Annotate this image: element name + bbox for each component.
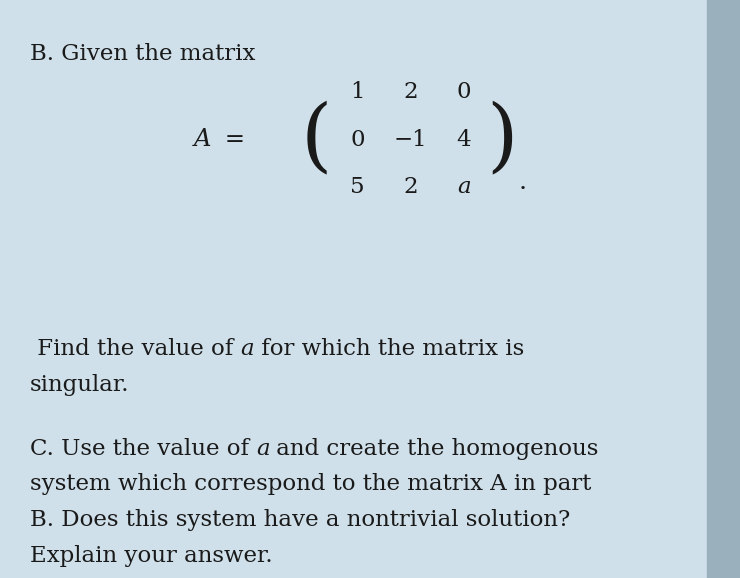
Text: and create the homogenous: and create the homogenous	[269, 438, 599, 460]
Text: 0: 0	[350, 129, 365, 151]
Bar	[707, 0, 740, 578]
Text: =: =	[217, 128, 245, 151]
Text: system which correspond to the matrix A in part: system which correspond to the matrix A …	[30, 473, 591, 495]
Text: a: a	[240, 338, 254, 360]
Text: 5: 5	[350, 176, 365, 198]
Text: (: (	[301, 101, 332, 179]
Text: singular.: singular.	[30, 374, 129, 396]
Text: a: a	[457, 176, 471, 198]
Text: Find the value of: Find the value of	[30, 338, 240, 360]
Text: C. Use the value of: C. Use the value of	[30, 438, 256, 460]
Text: −1: −1	[394, 129, 428, 151]
Text: 1: 1	[350, 81, 365, 103]
Text: B. Given the matrix: B. Given the matrix	[30, 43, 255, 65]
Text: 4: 4	[457, 129, 471, 151]
Text: 0: 0	[457, 81, 471, 103]
Text: .: .	[519, 169, 527, 194]
Text: a: a	[256, 438, 269, 460]
Text: Explain your answer.: Explain your answer.	[30, 545, 272, 567]
Text: ): )	[487, 101, 518, 179]
Text: 2: 2	[403, 176, 418, 198]
Text: 2: 2	[403, 81, 418, 103]
Text: A: A	[193, 128, 211, 151]
Text: for which the matrix is: for which the matrix is	[254, 338, 524, 360]
Text: B. Does this system have a nontrivial solution?: B. Does this system have a nontrivial so…	[30, 509, 570, 531]
